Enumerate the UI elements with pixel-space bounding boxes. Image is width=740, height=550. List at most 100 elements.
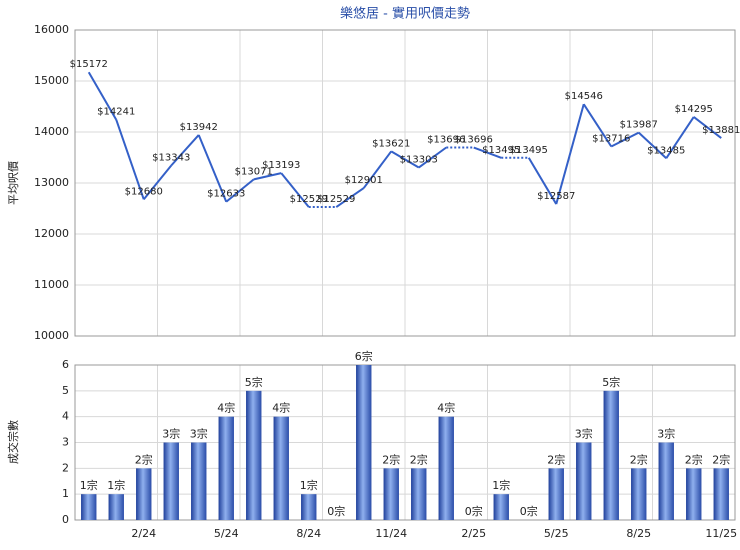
y-tick-label: 10000 bbox=[34, 329, 69, 342]
data-label: $12587 bbox=[537, 191, 575, 202]
y-tick-label: 14000 bbox=[34, 125, 69, 138]
data-label: $13621 bbox=[372, 138, 410, 149]
bar bbox=[273, 416, 289, 520]
data-label: $12529 bbox=[290, 194, 328, 205]
data-label: $13193 bbox=[262, 160, 300, 171]
bar bbox=[383, 468, 399, 520]
data-label: $13716 bbox=[592, 133, 630, 144]
y-tick-label: 16000 bbox=[34, 23, 69, 36]
chart-title: 樂悠居 - 實用呎價走勢 bbox=[340, 6, 470, 22]
bar bbox=[713, 468, 729, 520]
data-label: $13696 bbox=[427, 135, 465, 146]
data-label: $13987 bbox=[620, 120, 658, 131]
y-tick-label: 2 bbox=[62, 461, 69, 474]
data-label: $13343 bbox=[152, 153, 190, 164]
x-tick-label: 8/25 bbox=[626, 527, 651, 540]
x-tick-label: 5/24 bbox=[214, 527, 239, 540]
line-segment bbox=[693, 116, 722, 139]
data-label: $12680 bbox=[125, 186, 163, 197]
data-label: $14295 bbox=[675, 104, 713, 115]
x-tick-label: 5/25 bbox=[544, 527, 569, 540]
plot-frame bbox=[74, 29, 736, 337]
plot-frame bbox=[74, 364, 736, 521]
data-label: 2宗 bbox=[382, 452, 400, 466]
data-label: 1宗 bbox=[107, 478, 125, 492]
line-segment bbox=[390, 150, 420, 169]
bar bbox=[108, 494, 124, 520]
x-tick-label: 11/24 bbox=[375, 527, 407, 540]
line-segment bbox=[527, 157, 558, 205]
line-segment bbox=[225, 178, 255, 203]
x-tick-label: 8/24 bbox=[296, 527, 321, 540]
data-label: 3宗 bbox=[190, 427, 208, 441]
y-tick-label: 1 bbox=[62, 487, 69, 500]
data-label: $13303 bbox=[400, 155, 438, 166]
data-label: $13696 bbox=[455, 135, 493, 146]
bar bbox=[603, 390, 619, 520]
line-segment bbox=[362, 150, 393, 189]
data-label: 2宗 bbox=[410, 452, 428, 466]
x-tick-label: 2/24 bbox=[131, 527, 156, 540]
data-label: 3宗 bbox=[162, 427, 180, 441]
bar bbox=[411, 468, 427, 520]
data-label: 3宗 bbox=[575, 427, 593, 441]
data-label: $13942 bbox=[180, 122, 218, 133]
y-axis-label: 成交宗數 bbox=[6, 420, 20, 464]
bar bbox=[493, 494, 509, 520]
bar bbox=[191, 442, 207, 520]
bar bbox=[81, 494, 97, 520]
line-segment bbox=[665, 116, 695, 159]
data-label: 2宗 bbox=[135, 452, 153, 466]
data-label: 4宗 bbox=[272, 401, 290, 415]
y-tick-label: 3 bbox=[62, 436, 69, 449]
x-tick-label: 2/25 bbox=[461, 527, 486, 540]
bar bbox=[548, 468, 564, 520]
data-label: $12901 bbox=[345, 175, 383, 186]
data-label: $13495 bbox=[510, 145, 548, 156]
y-tick-label: 6 bbox=[62, 358, 69, 371]
line-segment bbox=[170, 134, 200, 167]
line-segment bbox=[280, 172, 310, 208]
data-label: 4宗 bbox=[437, 401, 455, 415]
bar bbox=[136, 468, 152, 520]
data-label: $14546 bbox=[565, 91, 603, 102]
y-tick-label: 13000 bbox=[34, 176, 69, 189]
data-label: $13071 bbox=[235, 166, 273, 177]
data-label: 1宗 bbox=[80, 478, 98, 492]
data-label: $12633 bbox=[207, 189, 245, 200]
bar bbox=[163, 442, 179, 520]
data-label: $13881 bbox=[702, 125, 740, 136]
data-label: 3宗 bbox=[657, 427, 675, 441]
bar bbox=[631, 468, 647, 520]
data-label: 5宗 bbox=[602, 375, 620, 389]
y-axis-label: 平均呎價 bbox=[6, 161, 20, 205]
data-label: $13495 bbox=[482, 145, 520, 156]
data-label: 1宗 bbox=[492, 478, 510, 492]
y-tick-label: 5 bbox=[62, 384, 69, 397]
line-segment bbox=[142, 164, 173, 200]
line-segment bbox=[87, 71, 118, 121]
bar bbox=[246, 390, 262, 520]
data-label: 5宗 bbox=[245, 375, 263, 389]
bar bbox=[576, 442, 592, 520]
line-segment bbox=[253, 172, 282, 181]
data-label: $12529 bbox=[317, 194, 355, 205]
bar bbox=[658, 442, 674, 520]
bar bbox=[218, 416, 234, 520]
line-segment bbox=[610, 131, 640, 148]
y-tick-label: 11000 bbox=[34, 278, 69, 291]
data-label: 2宗 bbox=[630, 452, 648, 466]
data-label: 2宗 bbox=[712, 452, 730, 466]
line-segment bbox=[638, 131, 667, 159]
line-segment bbox=[555, 103, 585, 205]
bar bbox=[356, 365, 372, 520]
line-segment bbox=[115, 119, 145, 200]
data-label: $13485 bbox=[647, 145, 685, 156]
data-label: 2宗 bbox=[685, 452, 703, 466]
x-tick-label: 11/25 bbox=[705, 527, 737, 540]
data-label: 4宗 bbox=[217, 401, 235, 415]
data-label: 0宗 bbox=[520, 504, 538, 518]
data-label: $14241 bbox=[97, 107, 135, 118]
data-label: 1宗 bbox=[300, 478, 318, 492]
